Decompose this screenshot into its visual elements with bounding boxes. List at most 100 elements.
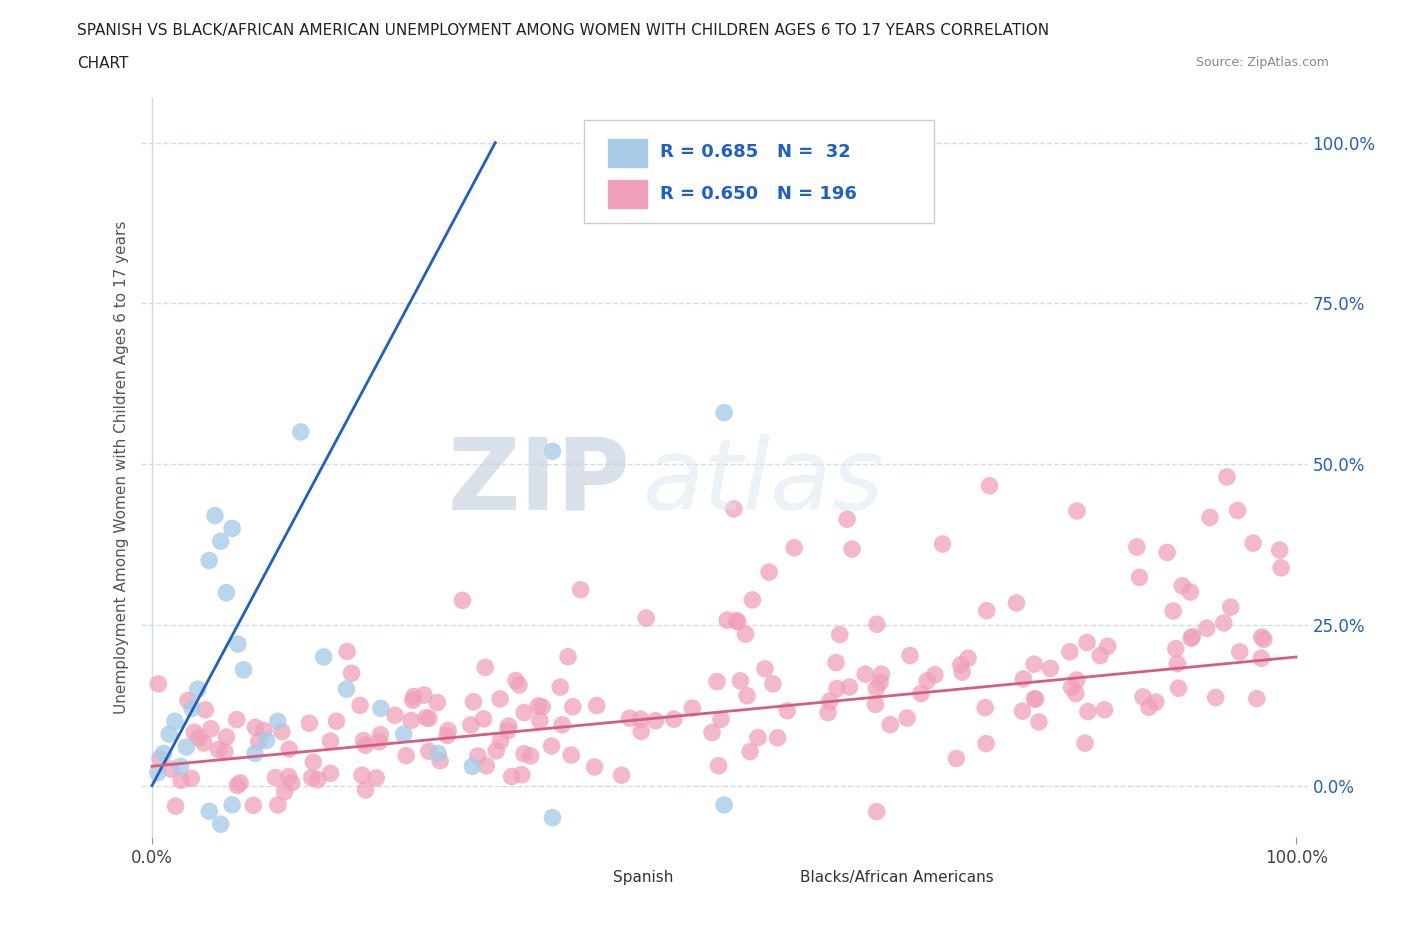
Point bbox=[187, 730, 209, 745]
Point bbox=[366, 771, 388, 786]
Point bbox=[180, 771, 202, 786]
Point bbox=[177, 693, 200, 708]
Text: Blacks/African Americans: Blacks/African Americans bbox=[800, 870, 994, 885]
Point bbox=[402, 689, 425, 704]
Point bbox=[221, 797, 243, 812]
Point bbox=[1077, 704, 1099, 719]
FancyBboxPatch shape bbox=[759, 863, 794, 889]
Point bbox=[429, 753, 451, 768]
Point bbox=[336, 644, 359, 658]
Point bbox=[1005, 595, 1028, 610]
Point bbox=[418, 711, 440, 725]
Point bbox=[950, 665, 973, 680]
Point bbox=[472, 711, 495, 726]
Point bbox=[1167, 681, 1189, 696]
Point bbox=[498, 719, 520, 734]
Point bbox=[1137, 699, 1160, 714]
Text: atlas: atlas bbox=[643, 433, 884, 531]
Text: R = 0.650   N = 196: R = 0.650 N = 196 bbox=[659, 185, 856, 203]
Point bbox=[1144, 695, 1167, 710]
Point bbox=[1064, 686, 1087, 701]
Point bbox=[350, 768, 373, 783]
Point bbox=[540, 738, 562, 753]
Point bbox=[519, 749, 541, 764]
Text: SPANISH VS BLACK/AFRICAN AMERICAN UNEMPLOYMENT AMONG WOMEN WITH CHILDREN AGES 6 : SPANISH VS BLACK/AFRICAN AMERICAN UNEMPL… bbox=[77, 23, 1049, 38]
Point bbox=[204, 508, 226, 523]
Point bbox=[370, 701, 392, 716]
Point bbox=[730, 673, 752, 688]
Point bbox=[475, 758, 498, 773]
Point bbox=[541, 810, 564, 825]
Point bbox=[1025, 692, 1047, 707]
Point bbox=[931, 537, 953, 551]
Point bbox=[207, 742, 229, 757]
Point bbox=[277, 769, 299, 784]
Point bbox=[583, 760, 606, 775]
Point bbox=[1066, 672, 1088, 687]
Point bbox=[1171, 578, 1194, 593]
Point bbox=[1011, 704, 1033, 719]
Point bbox=[776, 703, 799, 718]
Point bbox=[489, 734, 512, 749]
Point bbox=[557, 649, 579, 664]
Point bbox=[165, 799, 187, 814]
Point bbox=[1060, 680, 1083, 695]
Point bbox=[467, 749, 489, 764]
Point bbox=[758, 565, 780, 579]
Point bbox=[256, 733, 278, 748]
Point bbox=[910, 686, 932, 701]
Point bbox=[198, 553, 221, 568]
Point bbox=[725, 613, 748, 628]
Point bbox=[841, 541, 863, 556]
Point bbox=[560, 748, 582, 763]
Point bbox=[783, 540, 806, 555]
Point bbox=[226, 778, 249, 793]
Point bbox=[541, 444, 564, 458]
Point bbox=[898, 648, 921, 663]
Point bbox=[384, 708, 406, 723]
Point bbox=[707, 758, 730, 773]
Point bbox=[865, 697, 887, 711]
Point bbox=[762, 676, 785, 691]
Point bbox=[496, 724, 519, 738]
Point bbox=[727, 615, 749, 630]
Point bbox=[418, 744, 440, 759]
Point bbox=[392, 726, 415, 741]
Text: R = 0.685   N =  32: R = 0.685 N = 32 bbox=[659, 142, 851, 161]
Point bbox=[1090, 648, 1112, 663]
Point bbox=[264, 770, 287, 785]
Point bbox=[325, 714, 347, 729]
Point bbox=[221, 521, 243, 536]
Point bbox=[825, 681, 848, 696]
Point bbox=[215, 585, 238, 600]
Point bbox=[225, 712, 247, 727]
Point bbox=[979, 478, 1001, 493]
Point bbox=[1205, 690, 1227, 705]
Point bbox=[415, 711, 437, 725]
Text: Spanish: Spanish bbox=[613, 870, 673, 885]
Point bbox=[370, 727, 392, 742]
Point bbox=[1164, 641, 1187, 656]
Point bbox=[215, 730, 238, 745]
Point bbox=[1268, 542, 1291, 557]
Point bbox=[426, 695, 449, 710]
Point bbox=[766, 730, 789, 745]
Point bbox=[974, 700, 997, 715]
Point bbox=[152, 746, 174, 761]
Point bbox=[183, 724, 205, 739]
Point bbox=[866, 804, 889, 819]
Point bbox=[915, 673, 938, 688]
Point bbox=[1195, 621, 1218, 636]
Point bbox=[460, 718, 482, 733]
Point bbox=[402, 693, 425, 708]
FancyBboxPatch shape bbox=[607, 139, 648, 168]
Point bbox=[1097, 639, 1119, 654]
Point bbox=[1132, 689, 1154, 704]
Point bbox=[513, 705, 536, 720]
Point bbox=[353, 733, 375, 748]
Point bbox=[734, 627, 756, 642]
Point bbox=[349, 698, 371, 713]
Point bbox=[302, 754, 325, 769]
Point bbox=[193, 736, 215, 751]
Point bbox=[754, 661, 776, 676]
